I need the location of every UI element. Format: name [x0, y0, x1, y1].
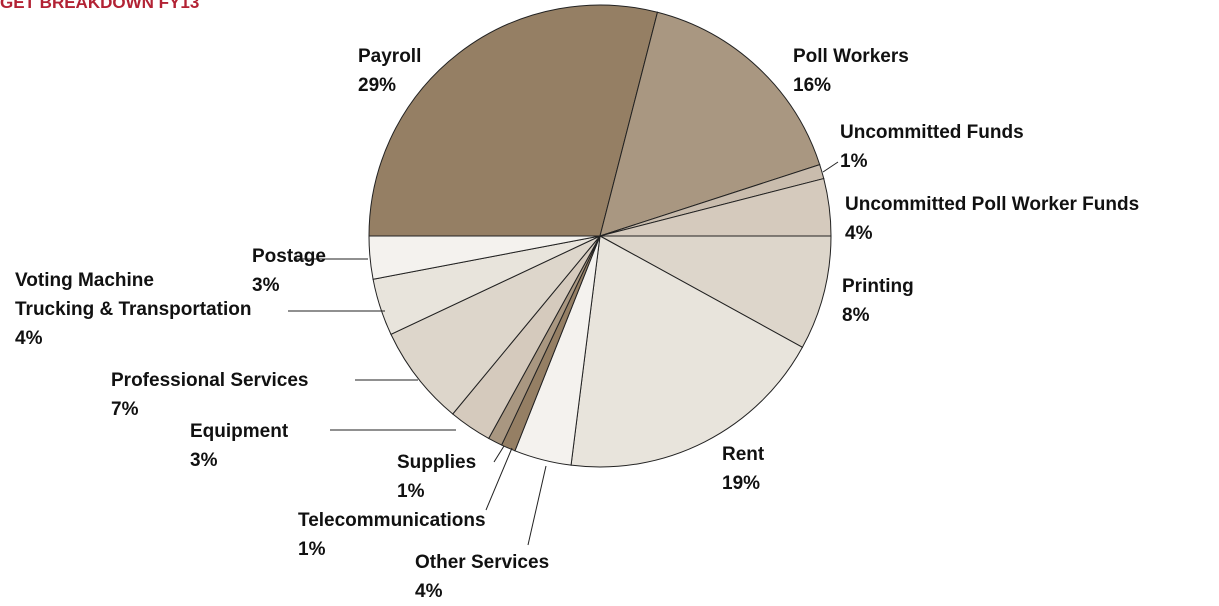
category-label: Equipment: [190, 421, 289, 442]
chart-title: GET BREAKDOWN FY13: [0, 0, 200, 12]
slice-label: Voting Machine Trucking & Transportation…: [15, 266, 251, 353]
slice-label: Poll Workers 16%: [793, 42, 909, 100]
value-label: 16%: [793, 75, 832, 96]
category-label: Telecommunications: [298, 510, 486, 531]
category-label: Uncommitted Funds: [840, 122, 1024, 143]
leader-line: [822, 161, 839, 173]
slice-label: Professional Services 7%: [111, 366, 309, 424]
pie-slice: [368, 235, 601, 280]
category-label: Professional Services: [111, 370, 309, 391]
pie-slice: [390, 235, 601, 415]
category-label: Uncommitted Poll Worker Funds: [845, 194, 1140, 215]
slice-label: Postage 3%: [252, 242, 326, 300]
pie-slice: [599, 235, 832, 348]
value-label: 7%: [111, 399, 139, 420]
slice-label: Equipment 3%: [190, 417, 288, 475]
category-label: Printing: [842, 276, 914, 297]
leader-line: [485, 447, 513, 511]
pie-slice: [599, 11, 821, 237]
leader-line: [527, 465, 547, 546]
slice-label: Rent 19%: [722, 440, 764, 498]
category-label: Other Services: [415, 552, 550, 573]
slice-label: Payroll 29%: [358, 42, 421, 100]
value-label: 1%: [840, 151, 868, 172]
value-label: 1%: [397, 481, 425, 502]
category-label: Voting Machine Trucking & Transportation: [15, 270, 252, 320]
leader-line: [493, 445, 505, 463]
pie: [368, 4, 832, 468]
value-label: 3%: [190, 450, 218, 471]
pie-slice: [368, 4, 659, 237]
value-label: 8%: [842, 305, 870, 326]
slice-label: Uncommitted Poll Worker Funds 4%: [845, 190, 1139, 248]
value-label: 4%: [415, 581, 443, 602]
value-label: 4%: [845, 223, 873, 244]
pie-slice: [570, 235, 804, 468]
value-label: 29%: [358, 75, 397, 96]
category-label: Postage: [252, 246, 326, 267]
value-label: 4%: [15, 328, 43, 349]
leader-lines: [288, 161, 839, 546]
slice-label: Printing 8%: [842, 272, 914, 330]
category-label: Poll Workers: [793, 46, 909, 67]
slice-label: Supplies 1%: [397, 448, 476, 506]
category-label: Rent: [722, 444, 765, 465]
category-label: Payroll: [358, 46, 422, 67]
value-label: 1%: [298, 539, 326, 560]
slice-label: Other Services 4%: [415, 548, 549, 606]
slice-label: Uncommitted Funds 1%: [840, 118, 1024, 176]
slice-label: Telecommunications 1%: [298, 506, 486, 564]
value-label: 19%: [722, 473, 761, 494]
value-label: 3%: [252, 275, 280, 296]
category-label: Supplies: [397, 452, 477, 473]
